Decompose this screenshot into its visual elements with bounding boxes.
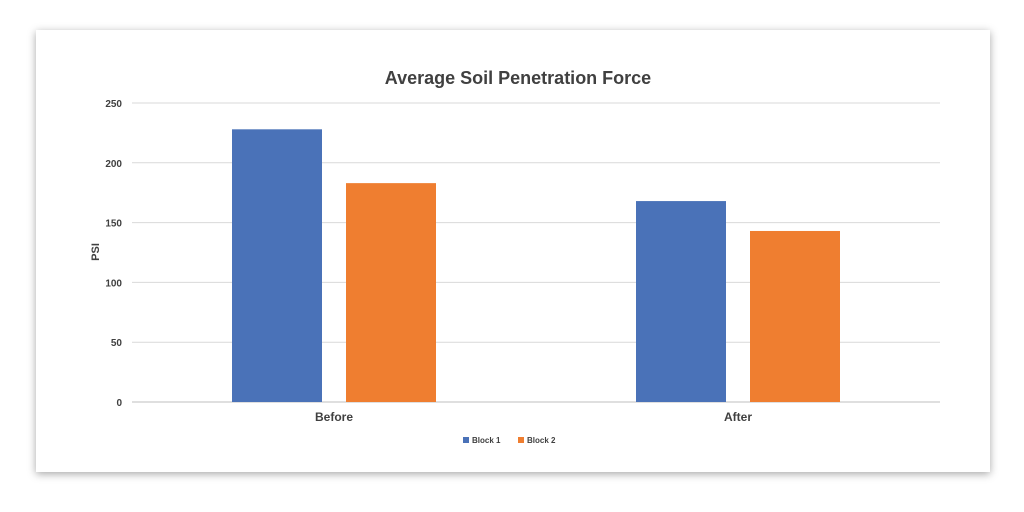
legend-label: Block 2 — [527, 436, 556, 445]
legend-swatch — [463, 437, 469, 443]
legend: Block 1 Block 2 — [463, 436, 556, 445]
y-tick-label: 50 — [111, 338, 123, 349]
y-tick-label: 100 — [105, 278, 122, 289]
chart-title: Average Soil Penetration Force — [385, 68, 651, 88]
y-tick-label: 150 — [105, 219, 122, 230]
x-tick-label: After — [724, 410, 752, 424]
legend-swatch — [518, 437, 524, 443]
y-axis-label: PSI — [90, 243, 102, 261]
y-tick-label: 0 — [116, 398, 122, 409]
bar-block-2-before — [346, 183, 436, 402]
legend-label: Block 1 — [472, 436, 501, 445]
bar-block-1-before — [232, 129, 322, 402]
x-tick-labels: Before After — [315, 410, 752, 424]
y-tick-label: 250 — [105, 99, 122, 110]
y-tick-labels: 0 50 100 150 200 250 — [105, 99, 122, 409]
y-tick-label: 200 — [105, 159, 122, 170]
bar-block-1-after — [636, 201, 726, 402]
bar-block-2-after — [750, 230, 840, 402]
x-tick-label: Before — [315, 410, 353, 424]
bars — [232, 129, 840, 402]
